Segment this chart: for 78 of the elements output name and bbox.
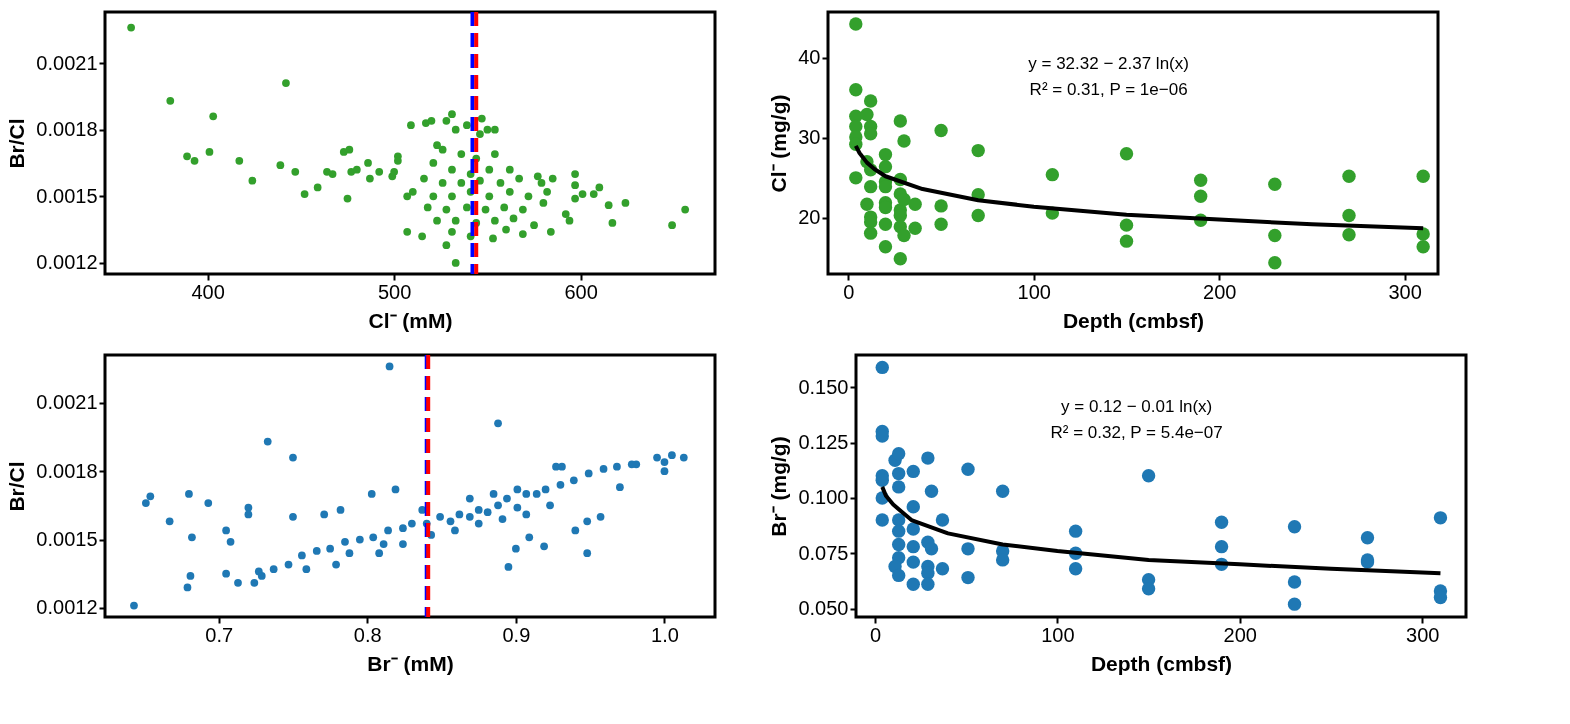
point	[906, 522, 920, 536]
x-tick-label: 500	[377, 280, 412, 303]
y-axis-title: Br⁻ (mg/g)	[767, 436, 791, 537]
x-tick-label: 100	[1017, 280, 1051, 303]
point	[935, 513, 950, 527]
point	[875, 360, 889, 375]
point	[1287, 597, 1302, 611]
x-tick-label: 0.9	[502, 623, 531, 646]
y-tick-label: 0.125	[798, 431, 849, 454]
x-axis-title: Cl⁻ (mM)	[368, 308, 453, 332]
point	[921, 451, 935, 465]
y-axis-title: Br/Cl	[5, 118, 29, 169]
x-tick-label: 200	[1223, 623, 1257, 646]
x-tick-label: 300	[1406, 623, 1440, 646]
point	[906, 577, 920, 591]
point	[961, 542, 975, 556]
point	[1360, 531, 1375, 545]
x-tick-label: 0.7	[205, 623, 234, 646]
y-tick-label: 0.150	[798, 375, 849, 398]
x-tick-label: 200	[1203, 280, 1237, 303]
point	[906, 555, 920, 569]
point	[1433, 511, 1448, 525]
y-axis-title: Cl⁻ (mg/g)	[767, 94, 791, 193]
y-tick-label: 20	[798, 206, 821, 229]
x-tick-label: 100	[1041, 623, 1075, 646]
x-tick-label: 600	[564, 280, 598, 303]
annotation: y = 0.12 − 0.01 ln(x)	[1061, 397, 1213, 417]
point	[961, 570, 975, 585]
y-tick-label: 0.0021	[36, 391, 98, 414]
point	[924, 484, 939, 499]
y-tick-label: 0.050	[798, 597, 849, 620]
point	[891, 466, 906, 481]
point	[891, 537, 906, 552]
x-tick-label: 0.8	[353, 623, 382, 646]
x-tick-label: 0	[843, 280, 855, 303]
annotation: R² = 0.31, P = 1e−06	[1029, 80, 1188, 100]
y-tick-label: 30	[798, 126, 821, 149]
point	[924, 542, 939, 556]
y-tick-label: 40	[798, 46, 821, 69]
point	[875, 513, 889, 527]
y-tick-label: 0.0018	[36, 459, 98, 482]
x-tick-label: 0	[869, 623, 882, 646]
y-tick-label: 0.0012	[36, 596, 98, 619]
x-tick-label: 1.0	[651, 623, 679, 646]
annotation: y = 32.32 − 2.37 ln(x)	[1028, 54, 1189, 74]
y-tick-label: 0.0018	[36, 118, 98, 141]
y-axis-title: Br/Cl	[5, 461, 29, 512]
point	[1214, 539, 1229, 554]
point	[906, 500, 920, 514]
y-tick-label: 0.100	[798, 486, 849, 509]
point	[935, 562, 950, 576]
point	[1068, 562, 1083, 576]
point	[1214, 515, 1229, 529]
point	[891, 568, 906, 583]
point	[906, 539, 920, 554]
point	[1068, 524, 1083, 538]
point	[1287, 520, 1302, 534]
point	[906, 464, 920, 479]
point	[1141, 469, 1156, 483]
point	[961, 462, 975, 476]
y-tick-label: 0.0015	[36, 184, 98, 207]
x-axis-title: Depth (cmbsf)	[1062, 308, 1205, 332]
x-tick-label: 300	[1388, 280, 1422, 303]
point	[891, 480, 906, 494]
annotation: R² = 0.32, P = 5.4e−07	[1050, 423, 1223, 443]
y-tick-label: 0.0012	[36, 251, 98, 274]
point	[921, 577, 935, 591]
y-tick-label: 0.0021	[36, 51, 98, 74]
x-axis-title: Br⁻ (mM)	[367, 651, 454, 675]
x-axis-title: Depth (cmbsf)	[1090, 651, 1233, 675]
y-tick-label: 0.0015	[36, 528, 98, 551]
y-tick-label: 0.075	[798, 541, 849, 564]
point	[995, 553, 1010, 567]
x-tick-label: 400	[191, 280, 225, 303]
point	[995, 484, 1010, 499]
point	[891, 524, 906, 538]
point	[891, 447, 906, 461]
point	[1287, 575, 1302, 589]
